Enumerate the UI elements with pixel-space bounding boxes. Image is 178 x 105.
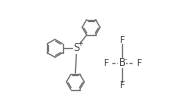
Text: F: F bbox=[103, 58, 108, 68]
Text: F: F bbox=[119, 36, 125, 45]
Text: +: + bbox=[77, 41, 83, 47]
Text: S: S bbox=[73, 43, 79, 53]
Text: -: - bbox=[124, 56, 127, 62]
Text: F: F bbox=[136, 58, 141, 68]
Text: F: F bbox=[119, 81, 125, 90]
Text: B: B bbox=[119, 58, 125, 68]
